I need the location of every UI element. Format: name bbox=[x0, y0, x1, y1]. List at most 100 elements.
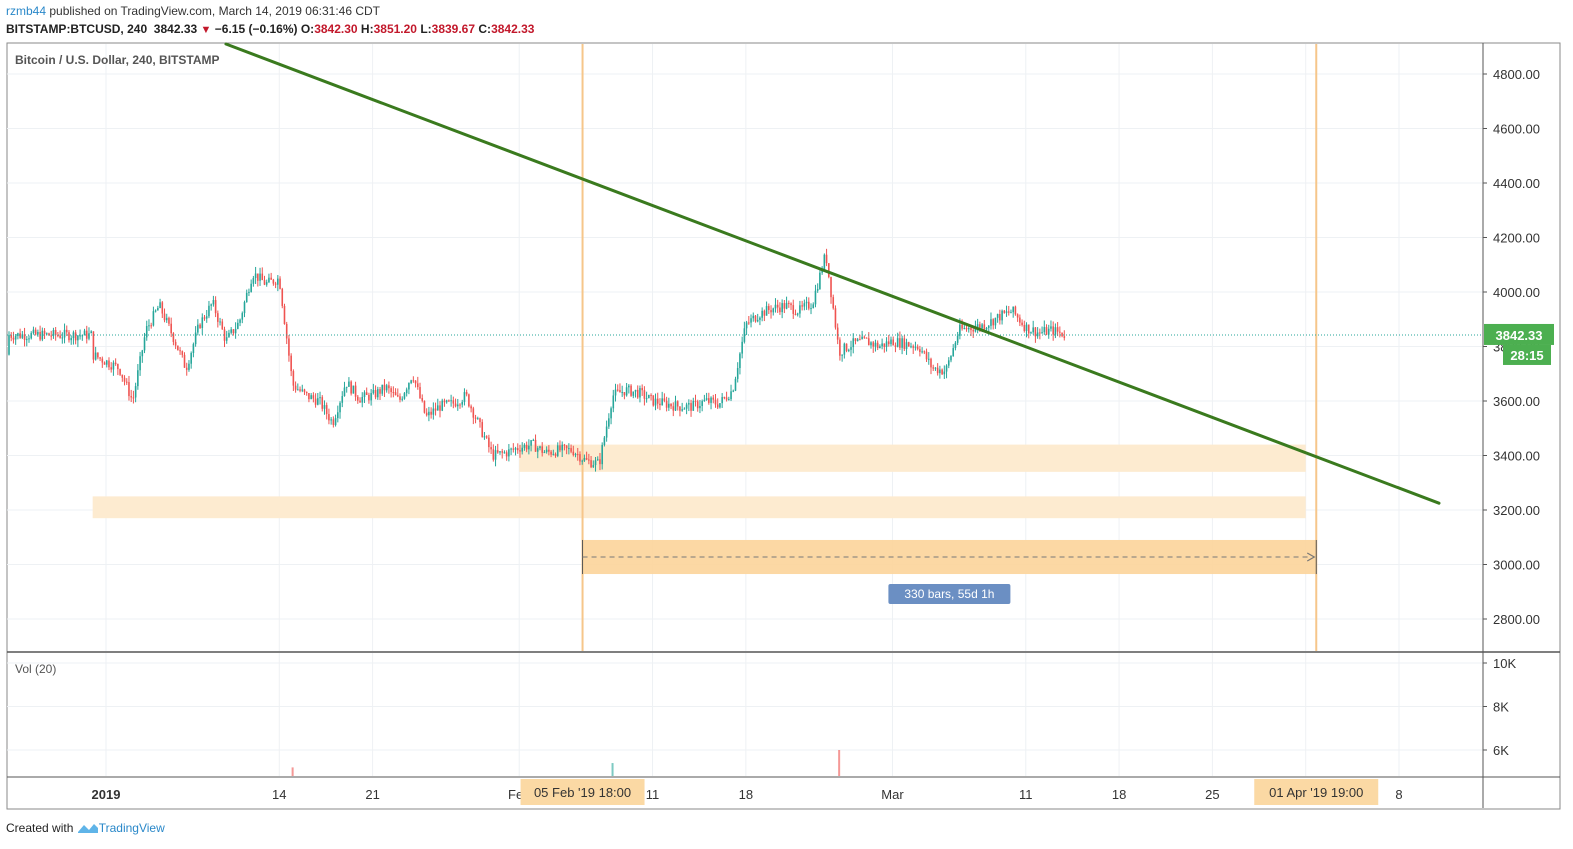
candle-body bbox=[914, 346, 917, 348]
candle-body bbox=[292, 371, 295, 386]
candle-body bbox=[941, 369, 943, 375]
candle-body bbox=[643, 390, 646, 399]
candle-body bbox=[972, 330, 975, 332]
candle-body bbox=[10, 335, 13, 338]
candle-body bbox=[694, 400, 697, 402]
candle-body bbox=[274, 283, 277, 285]
candle-body bbox=[576, 454, 579, 456]
candle-body bbox=[372, 389, 375, 394]
candle-body bbox=[963, 328, 966, 330]
candle-body bbox=[148, 325, 150, 327]
candle-body bbox=[459, 404, 461, 406]
countdown-badge-text: 28:15 bbox=[1510, 348, 1543, 363]
y-tick-label: 3600.00 bbox=[1493, 394, 1540, 409]
tradingview-link[interactable]: TradingView bbox=[98, 821, 165, 835]
candle-body bbox=[470, 406, 472, 409]
trendline-group[interactable] bbox=[224, 42, 1441, 505]
candle-body bbox=[50, 335, 53, 337]
candle-body bbox=[421, 398, 424, 401]
candle-body bbox=[250, 283, 252, 292]
candle-body bbox=[563, 444, 566, 446]
candle-body bbox=[605, 426, 608, 438]
candle-body bbox=[712, 397, 715, 400]
candle-body bbox=[756, 319, 759, 322]
candle-body bbox=[70, 338, 73, 341]
candle-body bbox=[150, 325, 152, 327]
candle-body bbox=[903, 338, 906, 349]
candle-body bbox=[728, 399, 730, 401]
candle-body bbox=[685, 404, 688, 409]
footer: Created with TradingView bbox=[6, 821, 165, 835]
y-tick-label: 4800.00 bbox=[1493, 67, 1540, 82]
candle-body bbox=[854, 338, 857, 342]
candle-body bbox=[468, 394, 470, 407]
candle-body bbox=[332, 419, 335, 425]
candle-body bbox=[952, 348, 955, 356]
candle-body bbox=[217, 313, 219, 322]
candle-body bbox=[290, 355, 292, 372]
candle-body bbox=[330, 419, 332, 421]
candle-body bbox=[632, 391, 635, 396]
candle-body bbox=[670, 403, 672, 407]
y-tick-label: 4000.00 bbox=[1493, 285, 1540, 300]
candle-body bbox=[1056, 327, 1059, 332]
candle-body bbox=[548, 449, 550, 452]
x-tick-label: 2019 bbox=[92, 787, 121, 802]
candle-body bbox=[1052, 326, 1054, 335]
candle-body bbox=[703, 399, 706, 402]
candle-body bbox=[939, 369, 941, 374]
candle-body bbox=[612, 395, 615, 409]
candle-body bbox=[901, 338, 903, 348]
candle-body bbox=[623, 392, 626, 396]
candle-body bbox=[456, 404, 459, 407]
candle-body bbox=[445, 400, 448, 403]
candle-body bbox=[23, 334, 26, 340]
candle-body bbox=[616, 389, 619, 391]
candle-body bbox=[552, 453, 555, 455]
candle-body bbox=[416, 383, 419, 388]
candle-body bbox=[388, 385, 390, 389]
candle-body bbox=[665, 400, 668, 408]
candle-body bbox=[165, 317, 168, 321]
candle-body bbox=[1003, 310, 1006, 313]
candle-body bbox=[161, 302, 164, 314]
candle-body bbox=[661, 398, 663, 406]
candle-body bbox=[103, 362, 106, 365]
candle-body bbox=[1012, 306, 1014, 313]
candle-body bbox=[961, 324, 963, 329]
axes bbox=[7, 43, 1560, 808]
candle-body bbox=[485, 436, 488, 438]
date-range-measure[interactable]: 330 bars, 55d 1h bbox=[582, 539, 1317, 604]
candle-body bbox=[59, 335, 61, 338]
volume-bar bbox=[291, 767, 294, 776]
candle-body bbox=[1034, 327, 1037, 337]
candle-body bbox=[579, 454, 581, 462]
chart-title: Bitcoin / U.S. Dollar, 240, BITSTAMP bbox=[15, 53, 219, 67]
vol-tick-label: 8K bbox=[1493, 700, 1509, 715]
candle-body bbox=[505, 452, 508, 457]
candle-body bbox=[865, 337, 868, 339]
candle-body bbox=[30, 333, 33, 339]
high-value: 3851.20 bbox=[373, 22, 417, 36]
candle-body bbox=[752, 315, 755, 319]
candle-body bbox=[536, 448, 539, 452]
candle-body bbox=[1054, 327, 1057, 335]
candle-body bbox=[359, 400, 361, 403]
candle-body bbox=[1010, 312, 1012, 314]
candle-body bbox=[190, 352, 192, 364]
candle-body bbox=[672, 406, 675, 411]
candle-body bbox=[801, 305, 803, 307]
candle-body bbox=[321, 397, 324, 409]
candle-body bbox=[808, 301, 810, 309]
candle-body bbox=[821, 270, 823, 273]
candle-body bbox=[827, 263, 830, 277]
candle-body bbox=[916, 346, 919, 350]
author-link[interactable]: rzmb44 bbox=[6, 4, 47, 18]
candle-body bbox=[263, 280, 266, 285]
candle-body bbox=[479, 418, 481, 423]
candle-body bbox=[779, 307, 781, 313]
candle-body bbox=[137, 370, 139, 387]
candle-body bbox=[43, 330, 46, 334]
candle-body bbox=[723, 397, 726, 399]
